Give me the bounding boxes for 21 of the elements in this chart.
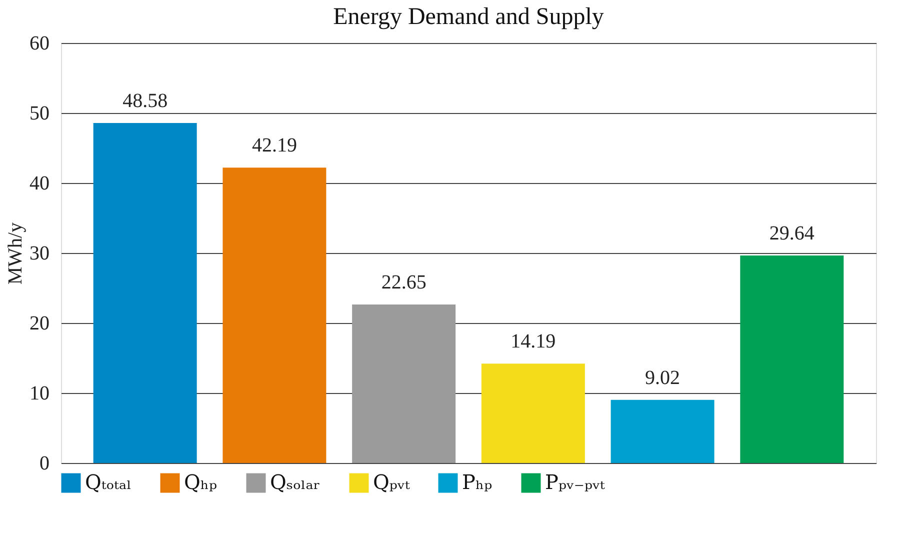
data-label: 42.19 <box>252 134 297 157</box>
y-tick-label: 50 <box>30 102 50 124</box>
data-label: 9.02 <box>645 366 680 389</box>
y-tick-label: 60 <box>30 32 50 54</box>
chart-title: Energy Demand and Supply <box>333 4 604 30</box>
y-tick-label: 0 <box>40 452 50 474</box>
y-tick-label: 10 <box>30 382 50 404</box>
data-label: 48.58 <box>122 90 168 112</box>
data-label: 14.19 <box>510 330 556 353</box>
legend-label: Qₕₚ <box>184 470 218 494</box>
legend-label: Qₚᵥₜ <box>373 470 410 494</box>
data-label: 22.65 <box>381 271 426 294</box>
legend-label: Qₛₒₗₐᵣ <box>270 470 320 494</box>
y-tick-label: 20 <box>30 312 50 334</box>
legend-label: Qₜₒₜₐₗ <box>85 470 132 494</box>
y-axis-title: MWh/y <box>4 222 26 285</box>
y-tick-label: 40 <box>30 172 50 194</box>
data-label: 29.64 <box>769 222 814 245</box>
legend-label: Pₚᵥ₋ₚᵥₜ <box>545 470 605 494</box>
y-tick-label: 30 <box>30 242 50 264</box>
legend-label: Pₕₚ <box>462 470 492 494</box>
